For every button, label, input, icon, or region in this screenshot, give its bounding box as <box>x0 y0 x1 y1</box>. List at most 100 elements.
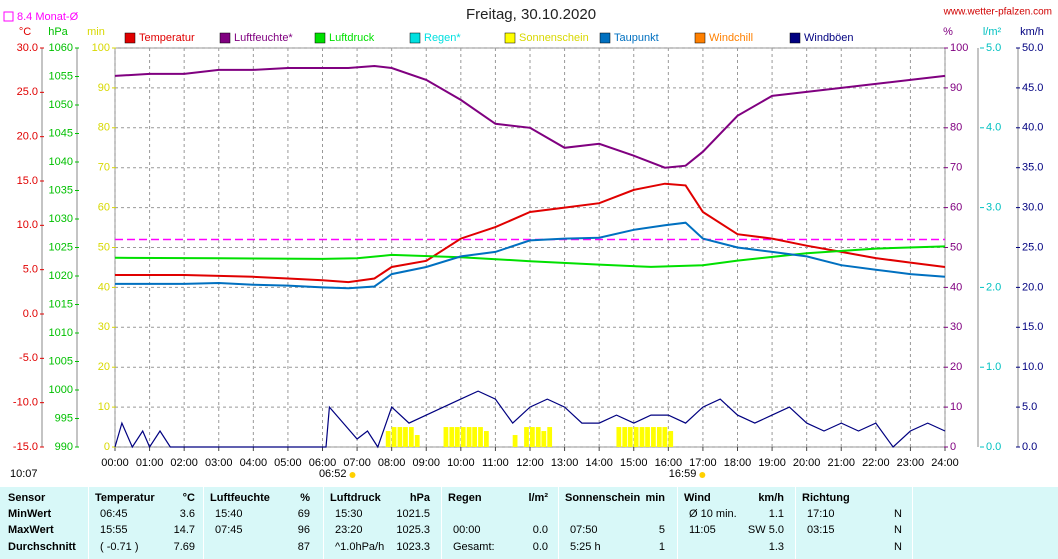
marker <box>349 472 356 478</box>
table-head: Sensor <box>8 492 46 504</box>
cell-value: N <box>894 524 902 536</box>
y-tick-label: 0 <box>950 441 956 453</box>
y-tick-label: 35.0 <box>1022 162 1043 174</box>
legend-swatch <box>409 32 421 44</box>
y-tick-label: 25.0 <box>17 86 38 98</box>
sunshine-bar <box>408 427 414 447</box>
y-tick-label: 20 <box>98 361 110 373</box>
x-tick-label: 05:00 <box>274 457 302 469</box>
cell-value: 1.3 <box>768 541 784 553</box>
column-unit: km/h <box>758 492 784 504</box>
y-tick-label: 1000 <box>49 384 73 396</box>
y-tick-label: 40.0 <box>1022 122 1043 134</box>
x-tick-label: 17:00 <box>689 457 717 469</box>
x-tick-label: 16:00 <box>655 457 683 469</box>
legend-label: Windchill <box>709 32 753 44</box>
sunshine-bar <box>385 431 391 447</box>
y-tick-label: 90 <box>950 82 962 94</box>
x-tick-label: 08:00 <box>378 457 406 469</box>
axis-unit: l/m² <box>983 26 1002 38</box>
y-tick-label: 1030 <box>49 213 73 225</box>
y-tick-label: 4.0 <box>986 122 1001 134</box>
cell-value: 1021.5 <box>396 508 430 520</box>
y-tick-label: 20 <box>950 361 962 373</box>
cell-time: 07:45 <box>215 524 243 536</box>
cell-time: 17:10 <box>807 508 835 520</box>
sunshine-bar <box>414 435 420 447</box>
y-tick-label: 80 <box>950 122 962 134</box>
sunshine-bar <box>524 427 529 447</box>
x-tick-label: 01:00 <box>136 457 164 469</box>
cell-value: 5 <box>658 524 665 536</box>
chart: Freitag, 30.10.2020 www.wetter-pfalzen.c… <box>3 6 1052 480</box>
legend-label: Regen* <box>424 32 461 44</box>
cell-time: 00:00 <box>453 524 481 536</box>
column-head: Regen <box>448 492 482 504</box>
legend-swatch <box>314 32 326 44</box>
x-tick-label: 14:00 <box>585 457 613 469</box>
row-label: Durchschnitt <box>8 541 76 553</box>
y-tick-label: 40 <box>98 281 110 293</box>
x-tick-label: 22:00 <box>862 457 890 469</box>
x-tick-label: 11:00 <box>482 457 509 469</box>
column-separator <box>323 487 324 559</box>
y-tick-label: 90 <box>98 82 110 94</box>
time-label: 10:07 <box>10 468 38 480</box>
column-separator <box>558 487 559 559</box>
y-tick-label: 30.0 <box>17 42 38 54</box>
y-tick-label: -10.0 <box>13 397 38 409</box>
y-tick-label: 20.0 <box>1022 281 1043 293</box>
legend-label: Luftdruck <box>329 32 375 44</box>
sunshine-bar <box>466 427 472 447</box>
sunshine-bar <box>662 427 668 447</box>
y-tick-label: 3.0 <box>986 202 1001 214</box>
cell-time: 06:45 <box>100 508 128 520</box>
y-tick-label: 1.0 <box>986 361 1001 373</box>
y-tick-label: 10 <box>98 401 110 413</box>
y-tick-label: 1055 <box>49 70 73 82</box>
cell-value: 1025.3 <box>396 524 430 536</box>
y-tick-label: 80 <box>98 122 110 134</box>
y-tick-label: 50 <box>98 241 110 253</box>
sunshine-bar <box>668 431 674 447</box>
y-tick-label: 30.0 <box>1022 202 1043 214</box>
legend-swatch <box>124 32 136 44</box>
cell-time: 03:15 <box>807 524 835 536</box>
marker-label: 16:59 <box>669 468 697 480</box>
column-separator <box>88 487 89 559</box>
sunshine-bar <box>541 431 547 447</box>
column-separator <box>795 487 796 559</box>
column-unit: hPa <box>409 492 430 504</box>
cell-value: 0.0 <box>532 541 548 553</box>
cell-value: 87 <box>297 541 310 553</box>
sunshine-bar <box>627 427 633 447</box>
cell-time: 07:50 <box>570 524 598 536</box>
y-tick-label: 995 <box>55 412 73 424</box>
y-tick-label: 10.0 <box>17 219 38 231</box>
column-separator <box>677 487 678 559</box>
sunshine-bar <box>622 427 628 447</box>
cell-value: 7.69 <box>173 541 195 553</box>
x-tick-label: 19:00 <box>758 457 786 469</box>
reference-swatch <box>3 11 14 22</box>
axis-unit: °C <box>19 26 31 38</box>
y-tick-label: 1005 <box>49 355 73 367</box>
y-tick-label: 2.0 <box>986 281 1001 293</box>
sunshine-bar <box>633 427 639 447</box>
cell-time: 5:25 h <box>570 541 601 553</box>
column-unit: min <box>645 492 665 504</box>
y-tick-label: 1025 <box>49 241 73 253</box>
x-tick-label: 06:00 <box>309 457 337 469</box>
chart-title: Freitag, 30.10.2020 <box>466 6 596 23</box>
marker <box>699 472 706 478</box>
y-tick-label: 10 <box>950 401 962 413</box>
sunshine-bar <box>460 427 466 447</box>
sunshine-bar <box>535 427 541 447</box>
cell-value: 96 <box>297 524 310 536</box>
y-tick-label: 5.0 <box>986 42 1001 54</box>
legend-swatch <box>219 32 231 44</box>
x-tick-label: 10:00 <box>447 457 475 469</box>
y-tick-label: 100 <box>950 42 968 54</box>
sunshine-bar <box>616 427 622 447</box>
column-head: Luftfeuchte <box>210 492 270 504</box>
